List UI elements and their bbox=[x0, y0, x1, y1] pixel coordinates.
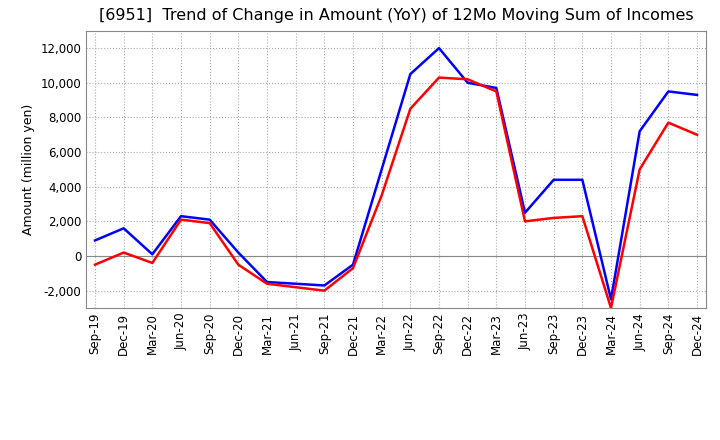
Title: [6951]  Trend of Change in Amount (YoY) of 12Mo Moving Sum of Incomes: [6951] Trend of Change in Amount (YoY) o… bbox=[99, 7, 693, 23]
Net Income bbox=[377, 193, 386, 198]
Net Income bbox=[292, 285, 300, 290]
Line: Ordinary Income: Ordinary Income bbox=[95, 48, 697, 299]
Ordinary Income bbox=[263, 279, 271, 285]
Net Income bbox=[664, 120, 672, 125]
Ordinary Income bbox=[320, 283, 328, 288]
Net Income bbox=[320, 288, 328, 293]
Net Income bbox=[406, 106, 415, 111]
Ordinary Income bbox=[292, 281, 300, 286]
Ordinary Income bbox=[234, 250, 243, 255]
Ordinary Income bbox=[549, 177, 558, 183]
Ordinary Income bbox=[377, 167, 386, 172]
Ordinary Income bbox=[664, 89, 672, 94]
Net Income bbox=[234, 262, 243, 268]
Net Income bbox=[607, 305, 616, 311]
Net Income bbox=[492, 89, 500, 94]
Y-axis label: Amount (million yen): Amount (million yen) bbox=[22, 104, 35, 235]
Net Income bbox=[435, 75, 444, 80]
Ordinary Income bbox=[435, 45, 444, 51]
Ordinary Income bbox=[348, 262, 357, 268]
Ordinary Income bbox=[176, 213, 185, 219]
Ordinary Income bbox=[91, 238, 99, 243]
Net Income bbox=[348, 265, 357, 271]
Line: Net Income: Net Income bbox=[95, 77, 697, 308]
Ordinary Income bbox=[693, 92, 701, 98]
Net Income bbox=[148, 260, 157, 266]
Ordinary Income bbox=[578, 177, 587, 183]
Ordinary Income bbox=[120, 226, 128, 231]
Ordinary Income bbox=[148, 252, 157, 257]
Net Income bbox=[120, 250, 128, 255]
Ordinary Income bbox=[635, 128, 644, 134]
Ordinary Income bbox=[492, 85, 500, 91]
Net Income bbox=[464, 77, 472, 82]
Ordinary Income bbox=[464, 80, 472, 85]
Net Income bbox=[176, 217, 185, 222]
Net Income bbox=[205, 220, 214, 226]
Net Income bbox=[549, 215, 558, 220]
Ordinary Income bbox=[521, 210, 529, 215]
Ordinary Income bbox=[406, 71, 415, 77]
Net Income bbox=[693, 132, 701, 137]
Net Income bbox=[635, 167, 644, 172]
Net Income bbox=[91, 262, 99, 268]
Net Income bbox=[578, 213, 587, 219]
Ordinary Income bbox=[205, 217, 214, 222]
Ordinary Income bbox=[607, 297, 616, 302]
Net Income bbox=[521, 219, 529, 224]
Net Income bbox=[263, 281, 271, 286]
